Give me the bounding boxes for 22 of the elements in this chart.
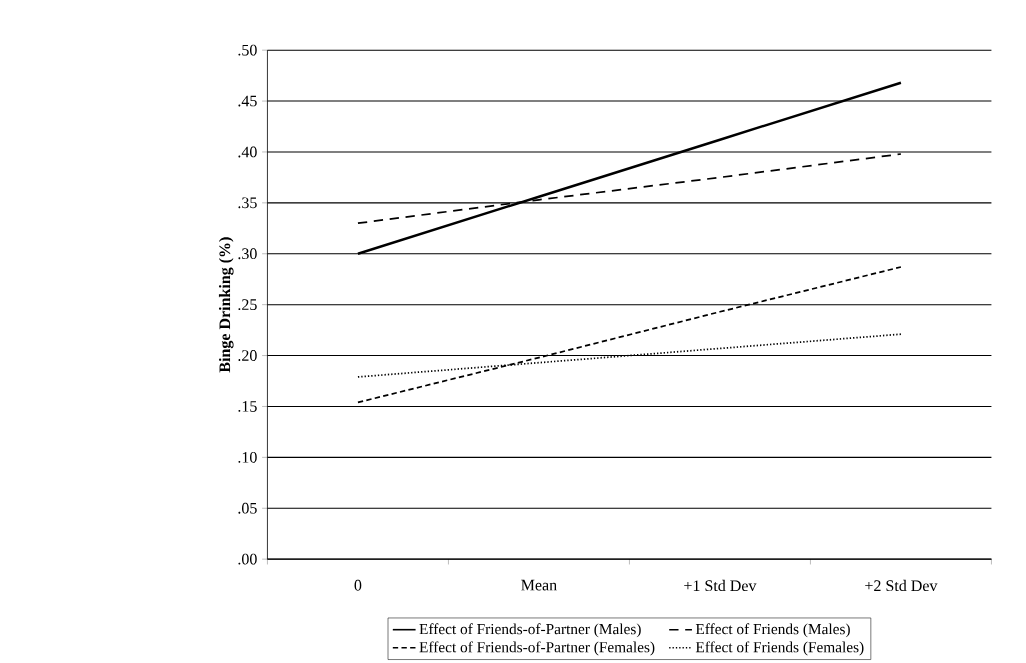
legend-label: Effect of Friends-of-Partner (Females): [419, 641, 655, 656]
legend-label: Effect of Friends (Males): [695, 623, 850, 638]
x-tick-label: 0: [354, 579, 362, 591]
y-tick-label: .15: [238, 401, 257, 412]
x-tick-label: +2 Std Dev: [865, 579, 938, 592]
y-tick-label: .25: [238, 299, 257, 311]
y-tick-label: .00: [238, 553, 257, 565]
y-tick-label: .35: [238, 197, 257, 209]
y-tick-label: .50: [238, 44, 257, 56]
x-tick-label: +1 Std Dev: [684, 579, 757, 592]
line-series: [356, 81, 903, 255]
line-series: [357, 266, 902, 404]
y-tick-label: .45: [238, 95, 257, 107]
legend-label: Effect of Friends-of-Partner (Males): [419, 623, 641, 638]
y-tick-label: .05: [238, 502, 257, 514]
y-axis-title: Binge Drinking (%): [218, 237, 234, 373]
y-tick-label: .40: [238, 146, 257, 158]
x-tick-label: Mean: [521, 579, 557, 591]
y-tick-label: .30: [238, 248, 257, 260]
y-tick-label: .10: [238, 451, 257, 463]
legend-label: Effect of Friends (Females): [695, 641, 864, 656]
y-tick-label: .20: [238, 350, 257, 361]
